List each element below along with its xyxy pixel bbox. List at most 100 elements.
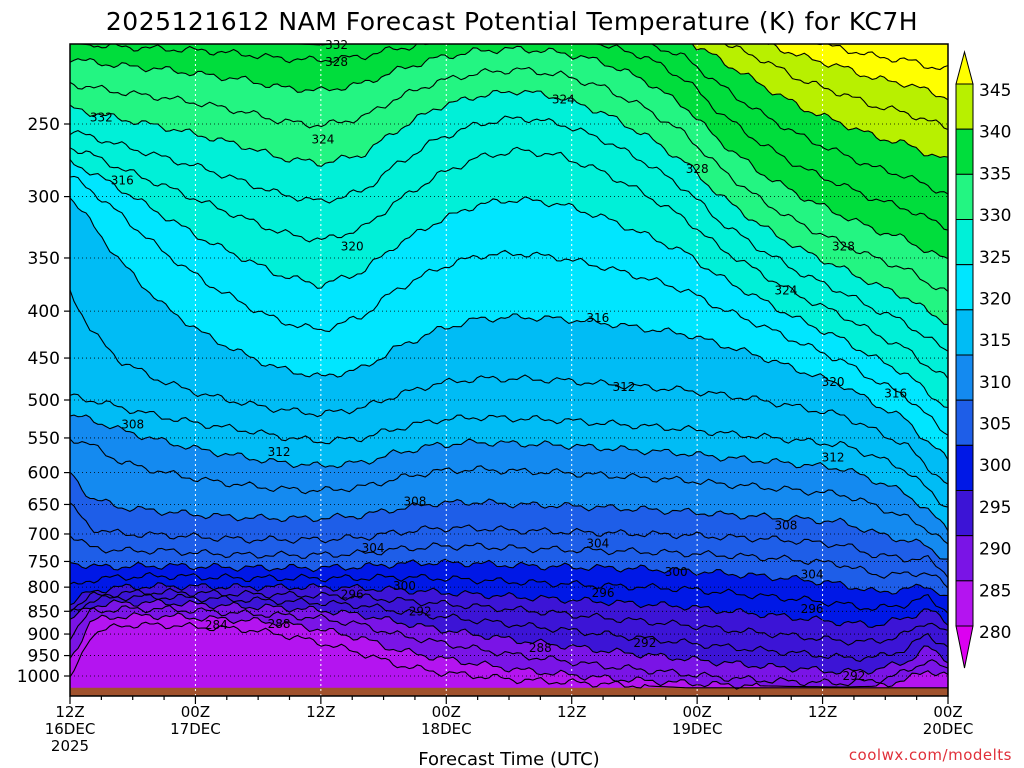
isentrope-316: [70, 197, 948, 461]
isentrope-298: [70, 571, 948, 614]
y-tick-label: 750: [28, 552, 60, 572]
isentrope-contours: [70, 44, 948, 690]
y-tick-label: 600: [28, 464, 60, 484]
isentrope-308: [70, 438, 948, 545]
colorbar-tick-label: 305: [979, 415, 1011, 435]
y-tick-label: 950: [28, 647, 60, 667]
isentrope-320: [70, 159, 948, 409]
x-tick-label: 12Z: [808, 703, 837, 721]
grid-lines: [70, 44, 948, 696]
x-tick-label: 12Z: [306, 703, 335, 721]
colorbar-bin: [955, 219, 974, 266]
contour-label: 292: [409, 604, 432, 618]
isentrope-314: [70, 289, 948, 485]
contour-label: 324: [552, 92, 575, 106]
colorbar-bin: [955, 399, 974, 446]
contour-label: 292: [633, 636, 656, 650]
contour-label: 300: [393, 579, 416, 593]
y-tick-label: 500: [28, 391, 60, 411]
isentrope-292: [70, 593, 948, 662]
x-tick-label: 17DEC: [170, 720, 221, 738]
x-tick-label: 20DEC: [923, 720, 974, 738]
contour-label: 324: [311, 133, 334, 147]
y-tick-label: 900: [28, 625, 60, 645]
colorbar-bin: [955, 173, 974, 220]
contour-label: 304: [362, 541, 385, 555]
isentrope-286: [70, 612, 948, 690]
x-tick-label: 00Z: [432, 703, 461, 721]
contour-label: 312: [613, 380, 636, 394]
contour-label: 288: [268, 617, 291, 631]
terrain-band: [70, 687, 948, 696]
y-axis-ticks: 250 300 350 400 450 500 550 600 650 700 750 800 850 9…: [17, 115, 949, 704]
colorbar-tick-label: 320: [979, 289, 1011, 309]
y-tick-label: 400: [28, 302, 60, 322]
colorbar-tick-label: 285: [979, 581, 1011, 601]
colorbar-tick-label: 325: [979, 248, 1011, 268]
isentrope-332: [74, 44, 948, 231]
colorbar: [955, 50, 974, 669]
x-tick-label: 18DEC: [421, 720, 472, 738]
colorbar-bin: [955, 309, 974, 356]
y-tick-label: 850: [28, 602, 60, 622]
isentrope-330: [70, 45, 948, 260]
contour-label: 296: [341, 588, 364, 602]
contour-label: 296: [592, 586, 615, 600]
contour-labels: 332 328 332 324 324 328 316 320 328 324 316 312 320 3…: [90, 38, 907, 683]
x-tick-label: 19DEC: [672, 720, 723, 738]
contour-label: 312: [822, 451, 845, 465]
y-tick-label: 650: [28, 495, 60, 515]
x-tick-label: 16DEC: [45, 720, 96, 738]
colorbar-bin: [955, 490, 974, 537]
plot-area: 332 328 332 324 324 328 316 320 328 324 316 312 320 3…: [69, 38, 949, 697]
chart-title: 2025121612 NAM Forecast Potential Temper…: [106, 7, 918, 36]
colorbar-tick-label: 330: [979, 206, 1011, 226]
isentrope-324: [70, 115, 948, 352]
contour-label: 308: [403, 494, 426, 508]
contour-label: 320: [341, 239, 364, 253]
contour-label: 316: [586, 311, 609, 325]
colorbar-bin: [955, 535, 974, 582]
isentrope-310: [70, 414, 948, 532]
isentrope-284: [70, 621, 948, 689]
isentrope-fill-bands: [70, 44, 948, 696]
x-tick-label: 00Z: [682, 703, 711, 721]
contour-label: 332: [90, 111, 113, 125]
y-tick-label: 700: [28, 525, 60, 545]
isentrope-288: [70, 605, 948, 687]
colorbar-tick-label: 345: [979, 81, 1011, 101]
y-tick-label: 550: [28, 429, 60, 449]
contour-label: 320: [822, 375, 845, 389]
isentrope-340: [766, 44, 948, 101]
contour-label: 316: [111, 173, 134, 187]
contour-label: 328: [832, 239, 855, 253]
x-tick-label: 12Z: [557, 703, 586, 721]
colorbar-tick-label: 290: [979, 540, 1011, 560]
colorbar-bin: [955, 444, 974, 492]
isentrope-328: [70, 66, 948, 292]
contour-label: 308: [121, 418, 144, 432]
x-tick-label: 00Z: [181, 703, 210, 721]
contour-label: 292: [842, 669, 865, 683]
contour-label: 328: [325, 55, 348, 69]
colorbar-ticks: 345 340 335 330 325 320 315 310 305 300 295 290 285 2…: [979, 81, 1011, 643]
y-tick-label: 1000: [17, 667, 60, 687]
contour-label: 296: [801, 602, 824, 616]
colorbar-cap-top: [955, 50, 974, 85]
fill-band-338: [724, 44, 948, 130]
isentrope-306: [70, 471, 948, 560]
contour-label: 324: [775, 284, 798, 298]
isentrope-290: [70, 598, 948, 675]
credit-text: coolwx.com/modelts: [849, 746, 1012, 764]
isentrope-294: [70, 587, 948, 646]
x-tick-label: 00Z: [933, 703, 962, 721]
colorbar-bin: [955, 580, 974, 627]
isentrope-338: [723, 44, 948, 131]
colorbar-tick-label: 340: [979, 123, 1011, 143]
colorbar-tick-label: 310: [979, 373, 1011, 393]
isentrope-304: [70, 502, 948, 579]
fill-band-340: [766, 44, 948, 101]
colorbar-bin: [955, 83, 974, 130]
